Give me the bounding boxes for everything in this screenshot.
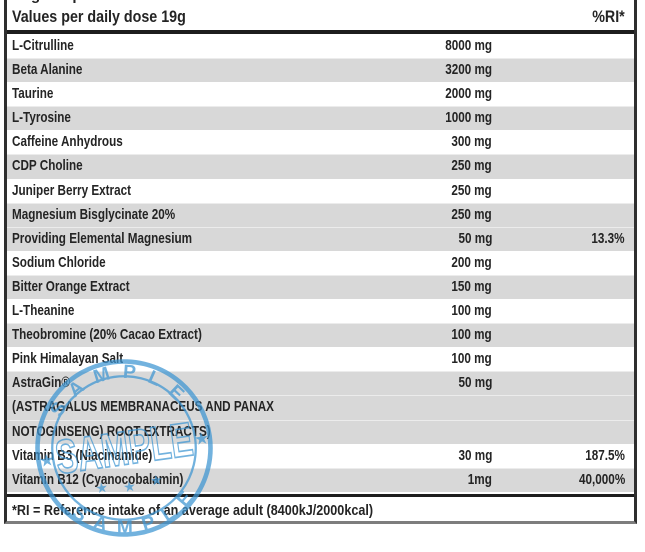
row-name: Vitamin B3 (Niacinamide) — [12, 446, 153, 464]
table-row: CDP Choline 250 mg — [7, 154, 634, 179]
table-row: Caffeine Anhydrous 300 mg — [7, 130, 634, 154]
row-ri — [492, 323, 634, 347]
row-amount: 3200 mg — [445, 61, 492, 79]
row-amount: 50 mg — [458, 229, 492, 247]
row-ri — [492, 420, 634, 444]
header-separator-line — [7, 30, 634, 34]
row-amount: 1mg — [467, 470, 492, 488]
clipped-text-fragment: g p — [31, 0, 151, 4]
row-name: (ASTRAGALUS MEMBRANACEUS AND PANAX — [12, 398, 274, 416]
row-ri — [492, 154, 634, 178]
table-row: Pink Himalayan Salt 100 mg — [7, 347, 634, 371]
row-name: Caffeine Anhydrous — [12, 133, 123, 151]
row-ri: 40,000% — [578, 470, 625, 488]
row-ri — [492, 299, 634, 323]
row-ri — [492, 106, 634, 130]
row-ri — [492, 130, 634, 154]
table-row: NOTOGINSENG) ROOT EXTRACTS) — [7, 419, 634, 444]
row-ri — [492, 251, 634, 275]
table-header-row: Values per daily dose 19g %RI* — [7, 0, 634, 30]
row-name: Providing Elemental Magnesium — [12, 229, 193, 247]
row-ri — [492, 179, 634, 203]
row-amount: 100 mg — [451, 302, 492, 320]
reference-intake-footnote: *RI = Reference intake of an average adu… — [12, 502, 374, 519]
row-ri — [492, 203, 634, 227]
row-amount: 8000 mg — [445, 37, 492, 54]
table-row: Vitamin B12 (Cyanocobalamin) 1mg 40,000% — [7, 467, 634, 492]
row-name: L-Theanine — [12, 302, 75, 320]
row-name: Pink Himalayan Salt — [12, 350, 124, 368]
row-name: Bitter Orange Extract — [12, 277, 130, 295]
row-amount: 200 mg — [451, 253, 492, 271]
row-amount: 250 mg — [451, 205, 492, 223]
row-name: Juniper Berry Extract — [12, 181, 132, 199]
nutrition-table: g p Values per daily dose 19g %RI* L-Cit… — [4, 0, 637, 524]
row-amount: 150 mg — [451, 277, 492, 295]
row-name: Taurine — [12, 85, 54, 103]
row-name: L-Tyrosine — [12, 109, 71, 127]
header-values-label: Values per daily dose 19g — [12, 7, 186, 26]
table-row: Magnesium Bisglycinate 20% 250 mg — [7, 202, 634, 227]
row-name: Theobromine (20% Cacao Extract) — [12, 326, 202, 344]
table-row: L-Tyrosine 1000 mg — [7, 106, 634, 131]
row-name: Magnesium Bisglycinate 20% — [12, 205, 176, 223]
row-name: Beta Alanine — [12, 61, 83, 79]
table-row: Juniper Berry Extract 250 mg — [7, 179, 634, 203]
row-ri — [492, 82, 634, 106]
row-amount: 1000 mg — [445, 109, 492, 127]
table-row: (ASTRAGALUS MEMBRANACEUS AND PANAX — [7, 395, 634, 420]
row-name: CDP Choline — [12, 157, 83, 175]
table-row: Sodium Chloride 200 mg — [7, 251, 634, 275]
header-ri-label: %RI* — [592, 7, 625, 26]
table-row: AstraGin® 50 mg — [7, 371, 634, 396]
row-amount: 50 mg — [458, 374, 492, 392]
table-row: L-Theanine 100 mg — [7, 299, 634, 323]
row-ri: 13.3% — [591, 229, 625, 247]
table-row: Bitter Orange Extract 150 mg — [7, 274, 634, 300]
table-rows: L-Citrulline 8000 mg Beta Alanine 3200 mg Ta… — [7, 34, 634, 492]
row-ri — [492, 34, 634, 58]
row-amount — [382, 395, 492, 419]
row-ri — [492, 371, 634, 395]
table-row: Beta Alanine 3200 mg — [7, 58, 634, 83]
row-name: Sodium Chloride — [12, 253, 106, 271]
table-row: Providing Elemental Magnesium 50 mg 13.3% — [7, 226, 634, 251]
row-ri — [492, 275, 634, 299]
row-ri — [492, 395, 634, 419]
row-amount: 250 mg — [451, 157, 492, 175]
row-amount: 300 mg — [451, 133, 492, 151]
supplement-label-page: { "table": { "top_fragment": "g p", "hea… — [4, 0, 637, 548]
row-amount: 2000 mg — [445, 85, 492, 103]
table-row: Vitamin B3 (Niacinamide) 30 mg 187.5% — [7, 444, 634, 468]
row-name: L-Citrulline — [12, 37, 74, 54]
footer-separator-line — [7, 494, 634, 497]
row-amount: 250 mg — [451, 181, 492, 199]
row-amount: 30 mg — [458, 446, 492, 464]
row-amount — [382, 420, 492, 444]
row-ri — [492, 58, 634, 82]
table-row: Theobromine (20% Cacao Extract) 100 mg — [7, 323, 634, 348]
row-amount: 100 mg — [451, 326, 492, 344]
table-row: L-Citrulline 8000 mg — [7, 34, 634, 58]
row-amount: 100 mg — [451, 350, 492, 368]
row-ri — [492, 347, 634, 371]
row-ri: 187.5% — [585, 446, 625, 464]
table-row: Taurine 2000 mg — [7, 82, 634, 106]
row-name: NOTOGINSENG) ROOT EXTRACTS) — [12, 422, 211, 440]
row-name: AstraGin® — [12, 374, 71, 392]
row-name: Vitamin B12 (Cyanocobalamin) — [12, 470, 184, 488]
